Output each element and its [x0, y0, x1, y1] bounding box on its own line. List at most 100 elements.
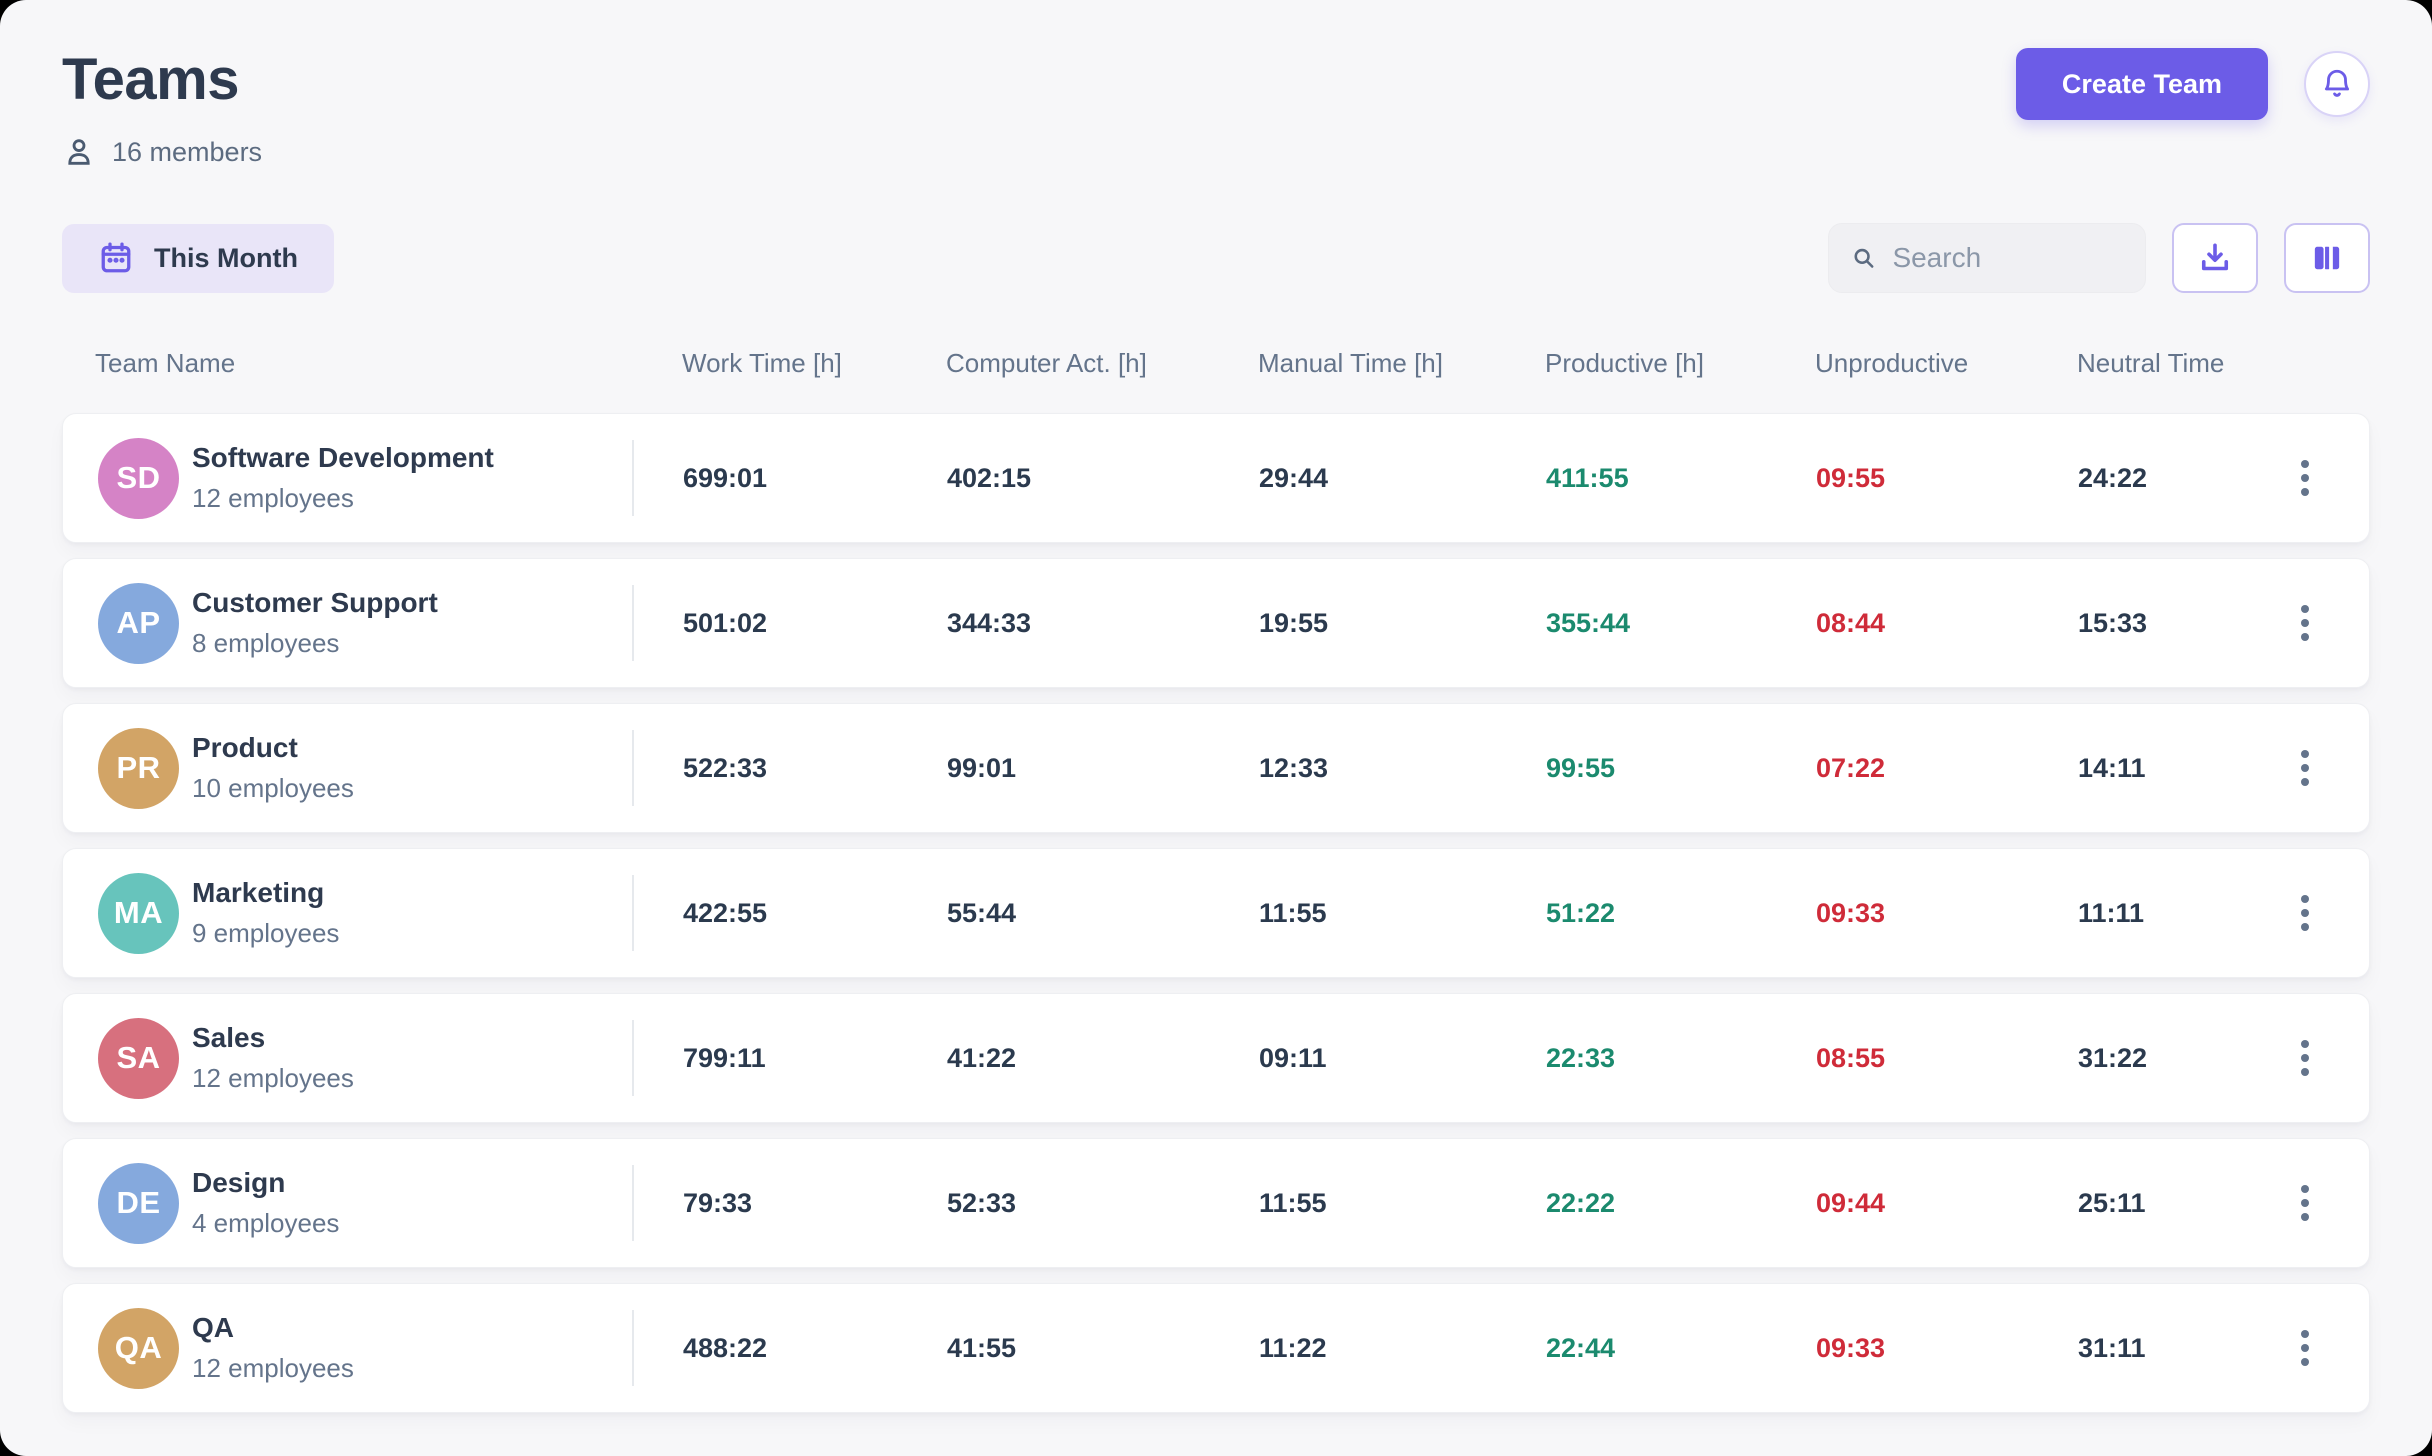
manual-time-value: 29:44 [1259, 462, 1329, 493]
team-avatar: SA [98, 1017, 179, 1099]
row-menu-cell [2241, 738, 2369, 798]
team-employees: 9 employees [192, 918, 340, 948]
manual-time-value: 09:11 [1259, 1042, 1327, 1073]
team-cell: MA Marketing 9 employees [63, 849, 634, 977]
manual-time-value: 19:55 [1259, 607, 1329, 638]
toolbar: This Month [62, 223, 2370, 293]
productive-value: 355:44 [1546, 607, 1631, 638]
members-count: 16 members [112, 136, 263, 167]
person-icon [68, 139, 90, 165]
period-label: This Month [154, 242, 298, 273]
work-time-value: 488:22 [683, 1332, 768, 1363]
team-name: Marketing [192, 877, 325, 908]
productive-value: 411:55 [1546, 462, 1629, 493]
team-name: Sales [192, 1022, 266, 1053]
table-row[interactable]: AP Customer Support 8 employees 501:02 3… [62, 558, 2370, 688]
productive-value: 22:22 [1546, 1187, 1616, 1218]
team-text: Marketing 9 employees [192, 877, 339, 949]
computer-activity-value: 344:33 [947, 607, 1032, 638]
team-text: QA 12 employees [192, 1312, 354, 1384]
table-row[interactable]: PR Product 10 employees 522:33 99:01 12:… [62, 703, 2370, 833]
team-name: Customer Support [192, 587, 438, 618]
row-menu-button[interactable] [2285, 593, 2325, 653]
search-input[interactable] [1892, 242, 2123, 274]
page-title: Teams [62, 47, 239, 112]
team-initials: AP [116, 605, 161, 640]
column-header: Work Time [h] [682, 347, 842, 378]
work-time-value: 799:11 [683, 1042, 766, 1073]
neutral-time-value: 11:11 [2078, 897, 2145, 928]
manual-time-value: 11:55 [1259, 897, 1327, 928]
notifications-button[interactable] [2304, 51, 2370, 117]
unproductive-value: 09:33 [1816, 897, 1886, 928]
manual-time-value: 11:22 [1259, 1332, 1327, 1363]
row-menu-button[interactable] [2285, 1173, 2325, 1233]
productive-value: 99:55 [1546, 752, 1616, 783]
unproductive-value: 09:44 [1816, 1187, 1886, 1218]
row-menu-button[interactable] [2285, 448, 2325, 508]
table-row[interactable]: MA Marketing 9 employees 422:55 55:44 11… [62, 848, 2370, 978]
team-name: Product [192, 732, 298, 763]
row-menu-button[interactable] [2285, 1028, 2325, 1088]
row-menu-button[interactable] [2285, 738, 2325, 798]
column-header: Neutral Time [2077, 347, 2225, 378]
computer-activity-value: 402:15 [947, 462, 1032, 493]
team-name: Software Development [192, 442, 494, 473]
work-time-value: 79:33 [683, 1187, 753, 1218]
table-row[interactable]: SD Software Development 12 employees 699… [62, 413, 2370, 543]
team-initials: DE [116, 1185, 161, 1220]
manual-time-value: 12:33 [1259, 752, 1329, 783]
table-header: Team Name Work Time [h] Computer Act. [h] M… [62, 343, 2370, 383]
work-time-value: 501:02 [683, 607, 768, 638]
row-menu-button[interactable] [2285, 1318, 2325, 1378]
work-time-value: 422:55 [683, 897, 768, 928]
neutral-time-value: 31:11 [2078, 1332, 2146, 1363]
team-avatar: PR [98, 727, 179, 809]
computer-activity-value: 99:01 [947, 752, 1017, 783]
search-icon [1854, 248, 1874, 268]
computer-activity-value: 41:22 [947, 1042, 1017, 1073]
team-text: Sales 12 employees [192, 1022, 354, 1094]
productive-value: 22:33 [1546, 1042, 1616, 1073]
create-team-button[interactable]: Create Team [2015, 48, 2268, 120]
team-employees: 12 employees [192, 483, 354, 513]
topbar: Teams 16 members Create Team [62, 46, 2370, 169]
team-avatar: SD [98, 437, 179, 519]
team-cell: SD Software Development 12 employees [63, 414, 634, 542]
team-avatar: DE [98, 1162, 179, 1244]
team-avatar: MA [98, 872, 179, 954]
team-initials: SA [116, 1040, 161, 1075]
team-employees: 10 employees [192, 773, 354, 803]
unproductive-value: 08:55 [1816, 1042, 1886, 1073]
team-text: Design 4 employees [192, 1167, 339, 1239]
table-row[interactable]: SA Sales 12 employees 799:11 41:22 09:11… [62, 993, 2370, 1123]
productive-value: 51:22 [1546, 897, 1616, 928]
team-avatar: QA [98, 1307, 179, 1389]
team-cell: AP Customer Support 8 employees [63, 559, 634, 687]
row-menu-button[interactable] [2285, 883, 2325, 943]
columns-button[interactable] [2284, 223, 2370, 293]
export-button[interactable] [2172, 223, 2258, 293]
neutral-time-value: 31:22 [2078, 1042, 2148, 1073]
team-initials: MA [113, 895, 164, 930]
row-menu-cell [2241, 883, 2369, 943]
neutral-time-value: 25:11 [2078, 1187, 2146, 1218]
neutral-time-value: 15:33 [2078, 607, 2148, 638]
team-text: Software Development 12 employees [192, 442, 494, 514]
table-row[interactable]: DE Design 4 employees 79:33 52:33 11:55 … [62, 1138, 2370, 1268]
computer-activity-value: 52:33 [947, 1187, 1017, 1218]
unproductive-value: 09:55 [1816, 462, 1886, 493]
download-icon [2201, 243, 2229, 271]
team-cell: PR Product 10 employees [63, 704, 634, 832]
table-row[interactable]: QA QA 12 employees 488:22 41:55 11:22 22… [62, 1283, 2370, 1413]
team-text: Product 10 employees [192, 732, 354, 804]
team-cell: DE Design 4 employees [63, 1139, 634, 1267]
calendar-icon [101, 242, 131, 273]
team-employees: 8 employees [192, 628, 340, 658]
row-menu-cell [2241, 593, 2369, 653]
team-cell: SA Sales 12 employees [63, 994, 634, 1122]
bell-icon [2324, 69, 2350, 97]
column-header: Unproductive [1815, 347, 1969, 378]
period-filter-button[interactable]: This Month [62, 223, 334, 293]
